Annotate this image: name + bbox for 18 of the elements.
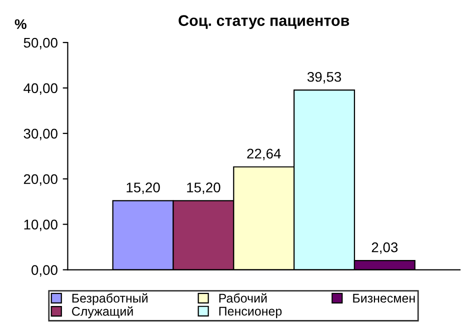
data-label: 15,20	[187, 182, 220, 194]
data-label: 2,03	[372, 242, 398, 254]
y-axis-title: %	[14, 19, 26, 29]
legend-label: Служащий	[72, 306, 133, 318]
y-tick-label: 0,00	[32, 265, 58, 277]
y-tick-label: 20,00	[24, 174, 58, 186]
data-label: 22,64	[247, 148, 281, 160]
y-tick-label: 40,00	[24, 83, 58, 95]
legend-label: Пенсионер	[219, 306, 282, 318]
y-tick-label: 30,00	[24, 128, 58, 140]
legend-label: Безработный	[72, 293, 148, 306]
legend-label: Бизнесмен	[353, 294, 415, 303]
data-label: 39,53	[307, 72, 342, 84]
y-tick-label: 50,00	[24, 38, 58, 50]
legend-label: Рабочий	[219, 293, 267, 303]
chart-title: Соц. статус пациентов	[178, 15, 350, 30]
y-tick-label: 10,00	[24, 220, 58, 232]
data-label: 15,20	[126, 182, 160, 194]
